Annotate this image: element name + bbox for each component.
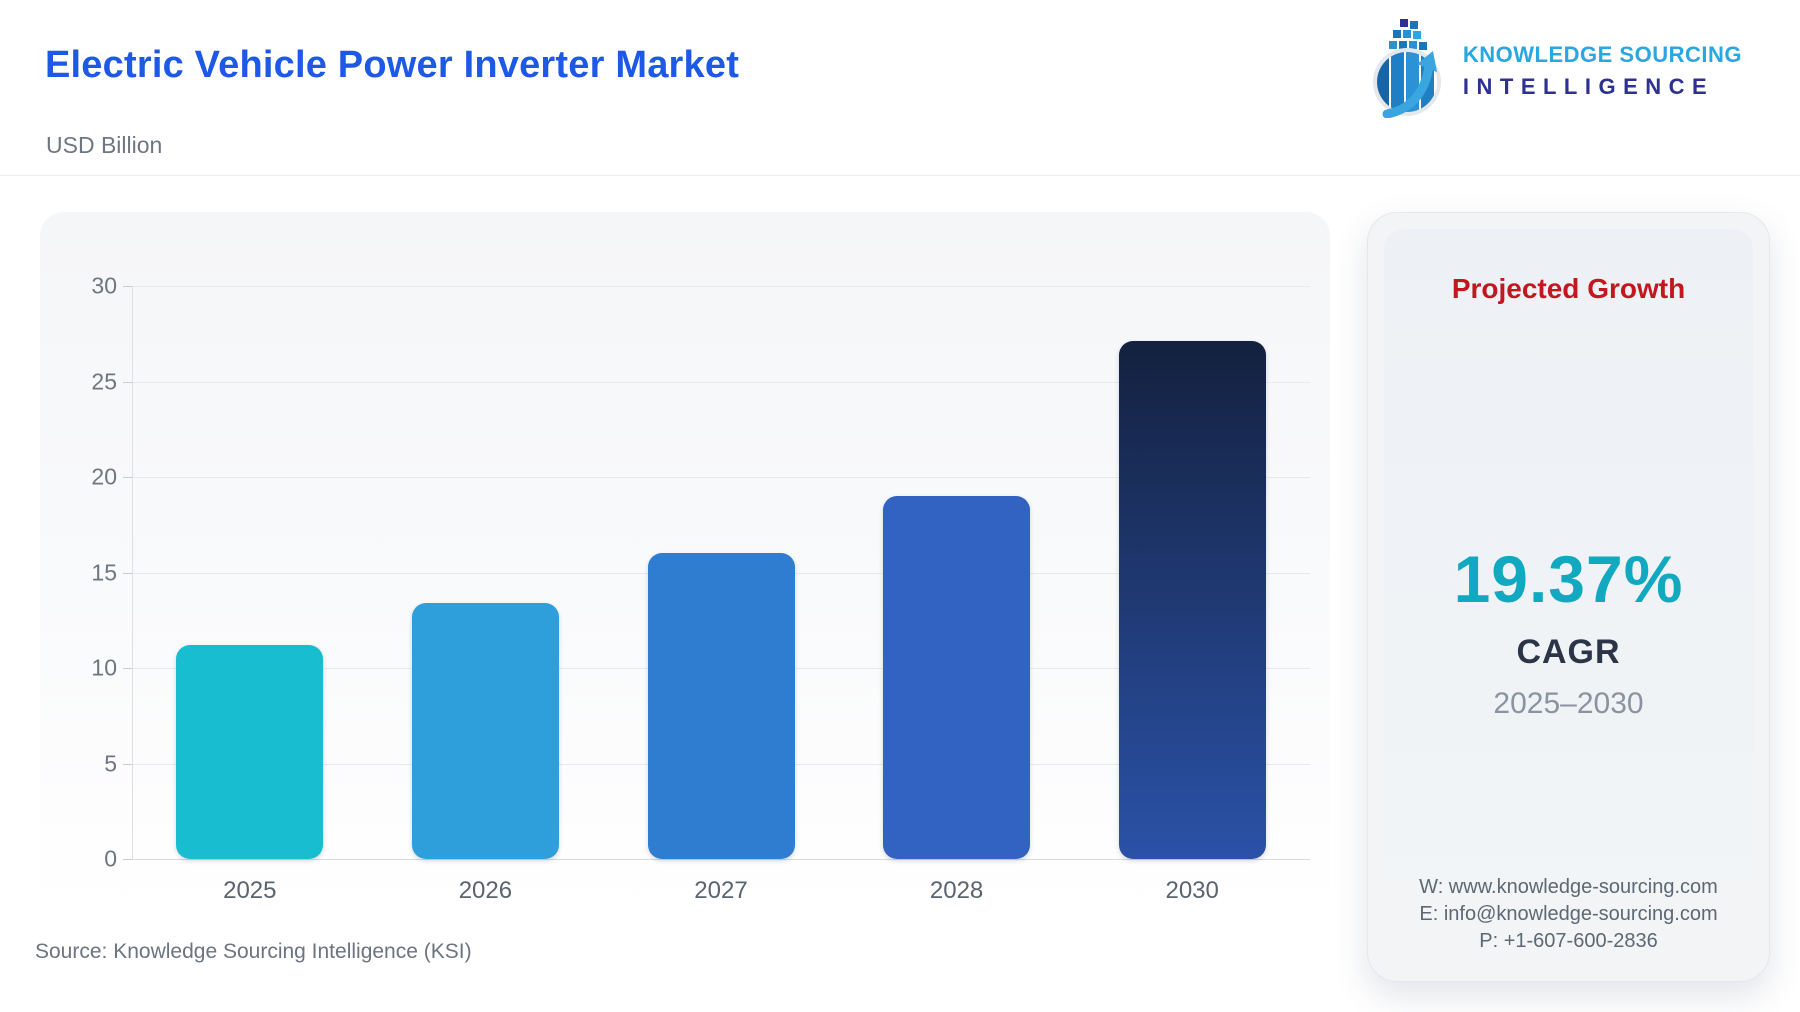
y-tick-label-15: 15 — [91, 559, 117, 585]
y-tick-mark-10 — [123, 668, 132, 669]
logo-text-line2: INTELLIGENCE — [1462, 73, 1715, 99]
x-tick-label-2027: 2027 — [694, 877, 748, 904]
y-tick-label-0: 0 — [104, 845, 117, 872]
gridline-y-25 — [132, 381, 1310, 383]
y-tick-mark-5 — [123, 763, 132, 765]
y-tick-mark-25 — [123, 381, 132, 383]
gridline-y-20 — [132, 477, 1310, 478]
y-tick-label-10: 10 — [91, 654, 117, 681]
gridline-y-0 — [132, 859, 1310, 860]
x-tick-label-2030: 2030 — [1165, 877, 1219, 904]
cagr-period: 2025–2030 — [1493, 687, 1644, 720]
projected-growth-inner-card: Projected Growth 19.37% CAGR 2025–2030 W… — [1384, 229, 1753, 965]
cagr-value: 19.37% — [1453, 542, 1684, 616]
header: Electric Vehicle Power Inverter Market U… — [0, 0, 1800, 176]
bar-2030 — [1118, 341, 1266, 859]
bar-2026 — [411, 603, 559, 859]
y-tick-label-20: 20 — [91, 463, 117, 490]
projected-growth-panel: Projected Growth 19.37% CAGR 2025–2030 W… — [1367, 212, 1770, 982]
contact-website: W: www.knowledge-sourcing.com — [1419, 876, 1718, 898]
x-tick-label-2025: 2025 — [223, 877, 277, 904]
unit-label: USD Billion — [46, 132, 163, 158]
bar-2025 — [176, 645, 324, 859]
y-tick-mark-0 — [123, 859, 132, 860]
y-tick-label-25: 25 — [91, 368, 117, 394]
bar-2028 — [883, 496, 1031, 859]
x-tick-label-2028: 2028 — [929, 877, 984, 904]
y-tick-label-30: 30 — [91, 272, 117, 299]
y-tick-mark-20 — [123, 477, 132, 478]
company-logo: KNOWLEDGE SOURCING INTELLIGENCE — [1369, 18, 1742, 123]
logo-text-line1: KNOWLEDGE SOURCING — [1462, 41, 1742, 67]
x-tick-label-2026: 2026 — [458, 877, 513, 904]
contact-email: E: info@knowledge-sourcing.com — [1419, 903, 1718, 925]
cagr-label: CAGR — [1516, 633, 1621, 671]
y-tick-mark-30 — [123, 286, 132, 287]
projected-growth-title: Projected Growth — [1451, 273, 1686, 304]
source-note: Source: Knowledge Sourcing Intelligence … — [35, 940, 472, 963]
gridline-y-30 — [132, 286, 1310, 287]
y-axis-line — [132, 286, 133, 859]
company-logo-icon — [1369, 18, 1449, 123]
contact-phone: P: +1-607-600-2836 — [1479, 930, 1658, 952]
bar-2027 — [647, 553, 795, 859]
bar-chart: 0 5 10 15 20 25 30 2025 2026 2027 2028 2030 — [40, 212, 1330, 912]
contact-block: W: www.knowledge-sourcing.com E: info@kn… — [1384, 874, 1753, 955]
page-title: Electric Vehicle Power Inverter Market — [45, 44, 740, 86]
y-tick-mark-15 — [123, 572, 132, 574]
y-tick-label-5: 5 — [104, 750, 117, 776]
